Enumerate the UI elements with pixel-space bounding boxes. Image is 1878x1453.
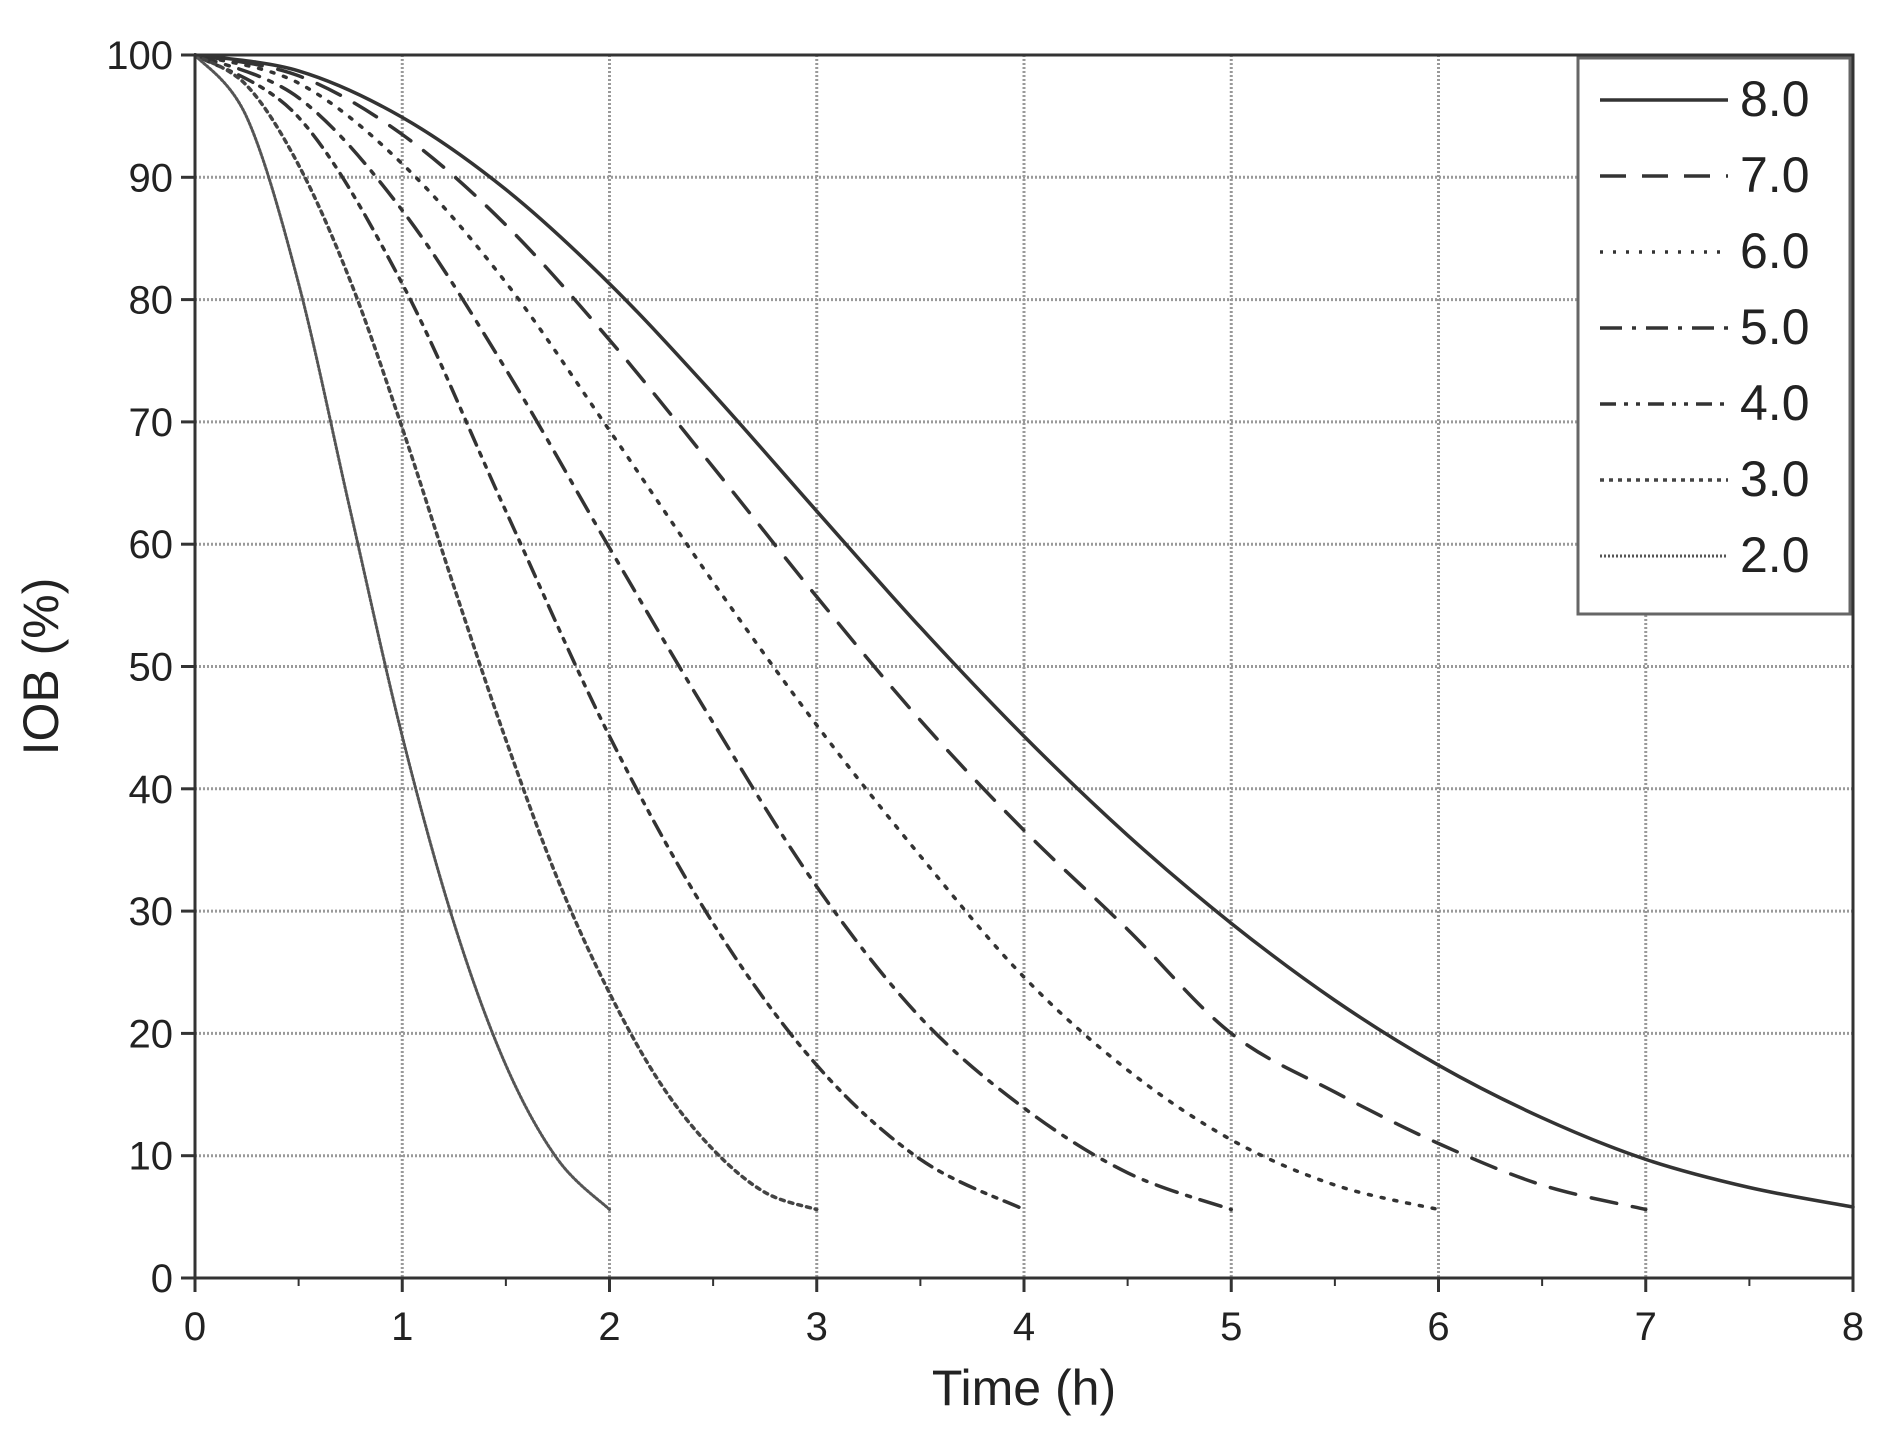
x-axis-title: Time (h): [932, 1360, 1116, 1416]
y-tick-label: 40: [129, 768, 174, 812]
legend-label: 3.0: [1740, 451, 1810, 507]
y-tick-label: 60: [129, 523, 174, 567]
grid-lines: [195, 55, 1853, 1278]
legend-label: 2.0: [1740, 527, 1810, 583]
y-tick-label: 80: [129, 279, 174, 323]
x-tick-label: 0: [184, 1305, 206, 1349]
y-tick-label: 0: [151, 1257, 173, 1301]
y-tick-label: 100: [106, 34, 173, 78]
x-tick-label: 6: [1427, 1305, 1449, 1349]
series-line-7-0: [193, 53, 1648, 1212]
series-line-8-0: [193, 53, 1855, 1209]
series-line-6-0: [193, 53, 1441, 1212]
y-tick-label: 90: [129, 156, 174, 200]
x-tick-label: 8: [1842, 1305, 1864, 1349]
legend-label: 7.0: [1740, 147, 1810, 203]
series-lines: [193, 53, 1855, 1212]
y-tick-label: 20: [129, 1012, 174, 1056]
x-tick-label: 7: [1635, 1305, 1657, 1349]
y-tick-label: 70: [129, 401, 174, 445]
legend: 8.0 7.0 6.0 5.0 4.0 3.0 2.0: [1576, 56, 1852, 616]
y-axis-title: IOB (%): [13, 578, 69, 756]
series-line-5-0: [193, 53, 1233, 1212]
legend-box: [1576, 56, 1852, 616]
legend-label: 4.0: [1740, 375, 1810, 431]
series-line-2-0: [193, 53, 611, 1212]
x-tick-label: 1: [391, 1305, 413, 1349]
legend-label: 8.0: [1740, 71, 1810, 127]
y-tick-label: 50: [129, 646, 174, 690]
series-line-3-0: [193, 53, 819, 1212]
x-tick-label: 3: [806, 1305, 828, 1349]
legend-label: 5.0: [1740, 299, 1810, 355]
x-tick-label: 5: [1220, 1305, 1242, 1349]
y-tick-label: 30: [129, 890, 174, 934]
legend-label: 6.0: [1740, 223, 1810, 279]
x-tick-label: 2: [598, 1305, 620, 1349]
series-line-4-0: [193, 53, 1026, 1212]
x-tick-label: 4: [1013, 1305, 1035, 1349]
y-tick-label: 10: [129, 1135, 174, 1179]
